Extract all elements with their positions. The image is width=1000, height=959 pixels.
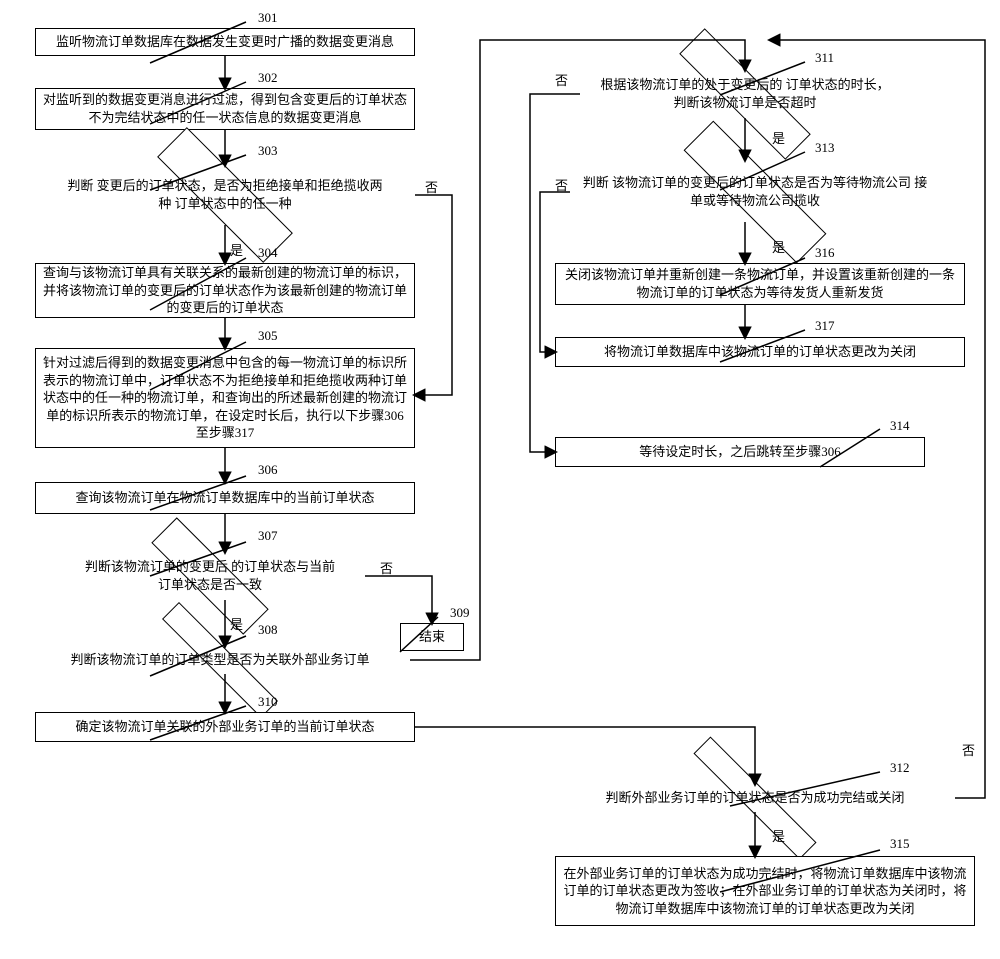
step-num: 301	[258, 10, 278, 26]
edge-no: 否	[555, 70, 568, 89]
node-301: 监听物流订单数据库在数据发生变更时广播的数据变更消息	[35, 28, 415, 56]
node-text: 等待设定时长，之后跳转至步骤306	[639, 443, 841, 461]
node-314: 等待设定时长，之后跳转至步骤306	[555, 437, 925, 467]
node-text: 判断 变更后的订单状态，是否为拒绝接单和拒绝揽收两种 订单状态中的任一种	[35, 158, 415, 232]
step-num: 309	[450, 605, 470, 621]
node-315: 在外部业务订单的订单状态为成功完结时，将物流订单数据库中该物流订单的订单状态更改…	[555, 856, 975, 926]
node-text: 判断该物流订单的变更后 的订单状态与当前订单状态是否一致	[55, 545, 365, 607]
node-310: 确定该物流订单关联的外部业务订单的当前订单状态	[35, 712, 415, 742]
node-307: 判断该物流订单的变更后 的订单状态与当前订单状态是否一致	[55, 545, 365, 607]
step-num: 302	[258, 70, 278, 86]
node-text: 针对过滤后得到的数据变更消息中包含的每一物流订单的标识所表示的物流订单中，订单状…	[42, 354, 408, 442]
edge-yes: 是	[772, 237, 785, 256]
edge-no: 否	[425, 177, 438, 196]
node-text: 根据该物流订单的处于变更后的 订单状态的时长，判断该物流订单是否超时	[555, 63, 935, 125]
node-305: 针对过滤后得到的数据变更消息中包含的每一物流订单的标识所表示的物流订单中，订单状…	[35, 348, 415, 448]
node-text: 判断 该物流订单的变更后的订单状态是否为等待物流公司 接单或等待物流公司揽收	[550, 155, 960, 229]
step-num: 307	[258, 528, 278, 544]
node-304: 查询与该物流订单具有关联关系的最新创建的物流订单的标识，并将该物流订单的变更后的…	[35, 263, 415, 318]
node-309: 结束	[400, 623, 464, 651]
node-312: 判断外部业务订单的订单状态是否为成功完结或关闭	[555, 778, 955, 818]
node-text: 关闭该物流订单并重新创建一条物流订单，并设置该重新创建的一条物流订单的订单状态为…	[562, 266, 958, 301]
step-num: 310	[258, 694, 278, 710]
node-308: 判断该物流订单的订单类型是否为关联外部业务订单	[30, 640, 410, 680]
node-text: 结束	[419, 628, 445, 646]
node-text: 查询与该物流订单具有关联关系的最新创建的物流订单的标识，并将该物流订单的变更后的…	[42, 264, 408, 317]
step-num: 304	[258, 245, 278, 261]
node-306: 查询该物流订单在物流订单数据库中的当前订单状态	[35, 482, 415, 514]
edge-yes: 是	[772, 128, 785, 147]
node-text: 判断该物流订单的订单类型是否为关联外部业务订单	[30, 640, 410, 680]
node-text: 监听物流订单数据库在数据发生变更时广播的数据变更消息	[56, 33, 394, 51]
node-302: 对监听到的数据变更消息进行过滤，得到包含变更后的订单状态不为完结状态中的任一状态…	[35, 88, 415, 130]
step-num: 305	[258, 328, 278, 344]
step-num: 308	[258, 622, 278, 638]
node-311: 根据该物流订单的处于变更后的 订单状态的时长，判断该物流订单是否超时	[555, 63, 935, 125]
edge-no: 否	[555, 175, 568, 194]
edge-yes: 是	[230, 614, 243, 633]
step-num: 315	[890, 836, 910, 852]
node-text: 将物流订单数据库中该物流订单的订单状态更改为关闭	[604, 343, 916, 361]
step-num: 303	[258, 143, 278, 159]
node-316: 关闭该物流订单并重新创建一条物流订单，并设置该重新创建的一条物流订单的订单状态为…	[555, 263, 965, 305]
edge-yes: 是	[230, 240, 243, 259]
step-num: 312	[890, 760, 910, 776]
step-num: 314	[890, 418, 910, 434]
edge-no: 否	[380, 558, 393, 577]
node-text: 判断外部业务订单的订单状态是否为成功完结或关闭	[555, 778, 955, 818]
node-text: 确定该物流订单关联的外部业务订单的当前订单状态	[75, 718, 374, 736]
step-num: 313	[815, 140, 835, 156]
node-313: 判断 该物流订单的变更后的订单状态是否为等待物流公司 接单或等待物流公司揽收	[550, 155, 960, 229]
node-303: 判断 变更后的订单状态，是否为拒绝接单和拒绝揽收两种 订单状态中的任一种	[35, 158, 415, 232]
node-text: 在外部业务订单的订单状态为成功完结时，将物流订单数据库中该物流订单的订单状态更改…	[562, 865, 968, 918]
edge-yes: 是	[772, 826, 785, 845]
node-317: 将物流订单数据库中该物流订单的订单状态更改为关闭	[555, 337, 965, 367]
step-num: 317	[815, 318, 835, 334]
node-text: 查询该物流订单在物流订单数据库中的当前订单状态	[75, 489, 374, 507]
node-text: 对监听到的数据变更消息进行过滤，得到包含变更后的订单状态不为完结状态中的任一状态…	[42, 91, 408, 126]
step-num: 306	[258, 462, 278, 478]
step-num: 316	[815, 245, 835, 261]
edge-no: 否	[962, 740, 975, 759]
